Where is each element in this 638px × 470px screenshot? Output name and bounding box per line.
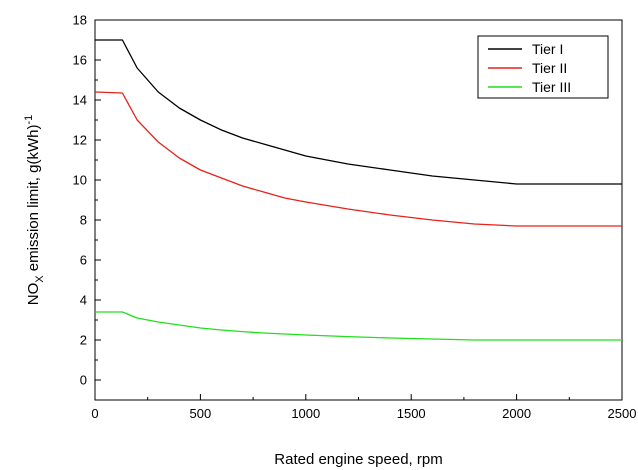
y-tick-label: 12 xyxy=(73,133,87,148)
y-tick-label: 14 xyxy=(73,93,87,108)
legend-label-2: Tier II xyxy=(532,60,567,76)
legend-label-1: Tier I xyxy=(532,41,563,57)
x-tick-label: 0 xyxy=(91,406,98,421)
y-tick-label: 4 xyxy=(80,293,87,308)
x-tick-label: 2000 xyxy=(502,406,531,421)
y-tick-label: 10 xyxy=(73,173,87,188)
y-tick-label: 8 xyxy=(80,213,87,228)
legend-label-3: Tier III xyxy=(532,79,571,95)
y-axis-title: NOX emission limit, g(kWh)-1 xyxy=(23,115,46,305)
x-tick-label: 500 xyxy=(190,406,212,421)
x-tick-label: 1500 xyxy=(397,406,426,421)
y-tick-label: 18 xyxy=(73,13,87,28)
y-axis-title-superscript: -1 xyxy=(23,115,35,125)
axis-ticks-group: 0 500 1000 1500 2000 2500 0 2 4 6 8 10 12 14 16 18 xyxy=(73,13,637,422)
y-axis-title-subscript: X xyxy=(34,275,46,283)
x-axis-title: Rated engine speed, rpm xyxy=(274,451,442,468)
y-axis-title-rest: emission limit, g(kWh) xyxy=(25,125,42,276)
series-line-1 xyxy=(95,39,622,185)
y-tick-label: 2 xyxy=(80,333,87,348)
y-tick-label: 16 xyxy=(73,53,87,68)
series-line-2 xyxy=(94,91,622,227)
x-tick-label: 2500 xyxy=(608,406,637,421)
y-tick-label: 6 xyxy=(80,253,87,268)
y-axis-title-main: NO xyxy=(25,283,42,306)
x-tick-label: 1000 xyxy=(291,406,320,421)
legend: Tier I Tier II Tier III xyxy=(477,35,609,99)
y-tick-label: 0 xyxy=(80,373,87,388)
series-line-3 xyxy=(95,311,622,341)
